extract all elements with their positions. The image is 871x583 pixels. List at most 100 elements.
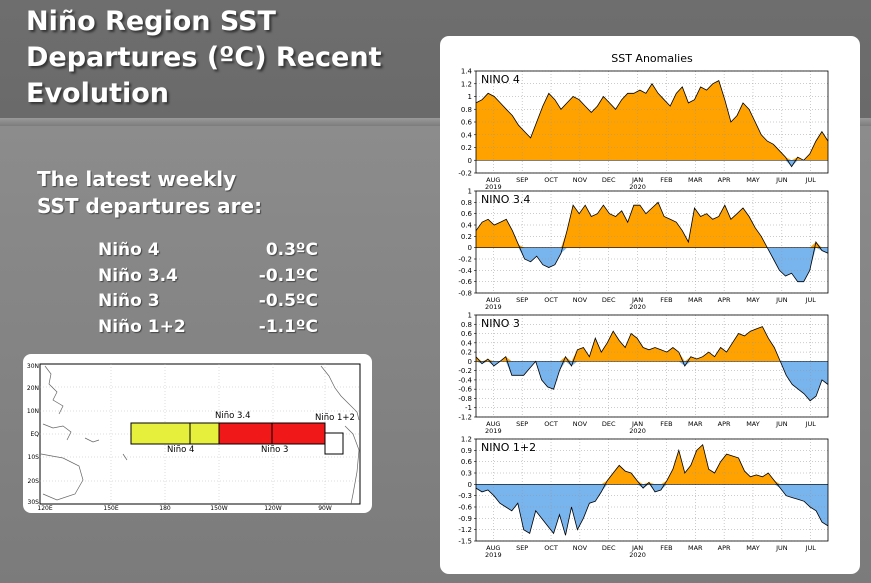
- x-year-label: 2020: [629, 303, 646, 311]
- x-tick-label: JAN: [631, 296, 643, 304]
- panel-frame: [475, 438, 829, 542]
- region-value: 0.3ºC: [265, 240, 318, 260]
- y-tick-label: 1: [468, 93, 472, 101]
- y-tick-label: 1.4: [461, 68, 473, 76]
- value-row-nino3: Niño 3 -0.5ºC: [98, 291, 318, 317]
- x-tick-label: FEB: [660, 420, 672, 428]
- y-tick-label: -0.6: [458, 386, 472, 394]
- panel-nino-3-4: 1 0.8 0.6 0.4 0.2 0 -0.2 -0.4 -0.6 -0.8 NINO 3.4 AU…: [458, 188, 829, 311]
- y-tick-label: -0.2: [458, 256, 472, 264]
- y-tick-label: -0.4: [458, 376, 472, 384]
- map-label-nino34: Niño 3.4: [215, 411, 251, 421]
- region-value: -0.5ºC: [258, 291, 318, 311]
- y-tick-label: 0.9: [461, 447, 472, 455]
- y-tick-label: -0.9: [458, 515, 472, 523]
- map-lat-labels: 30N 20N 10N EQ 10S 20S 30S: [27, 363, 39, 506]
- y-tick-label: -0.2: [458, 367, 472, 375]
- negative-area: [476, 361, 828, 401]
- map-label-nino4: Niño 4: [167, 445, 194, 455]
- panel-nino-1-2: 1.2 0.9 0.6 0.3 0 -0.3 -0.6 -0.9 -1.2 -1.5 NINO 1+…: [458, 436, 829, 559]
- series-line: [475, 80, 829, 168]
- x-year-label: 2019: [485, 183, 502, 191]
- y-tick-label: -1: [465, 404, 472, 412]
- y-tick-label: 1: [468, 188, 472, 196]
- panel-name: NINO 3: [481, 317, 520, 330]
- y-tick-label: -0.8: [458, 290, 472, 298]
- x-tick-label: JUN: [775, 544, 788, 552]
- region-value: -0.1ºC: [258, 265, 318, 286]
- y-tick-label: 0.8: [461, 106, 472, 114]
- y-tick-label: 0.6: [461, 458, 473, 466]
- nino-region-map: Niño 3.4 Niño 4 Niño 3 Niño 1+2 30N 20N …: [23, 354, 372, 513]
- y-tick-label: 0.6: [461, 119, 473, 127]
- x-tick-label: NOV: [573, 176, 588, 184]
- x-tick-label: MAY: [746, 296, 760, 304]
- positive-area: [476, 326, 828, 362]
- y-tick-label: -0.2: [458, 170, 472, 178]
- x-tick-label: JUN: [775, 176, 788, 184]
- x-tick-label: OCT: [544, 176, 558, 184]
- y-tick-label: 0.8: [461, 321, 472, 329]
- negative-area: [476, 160, 828, 167]
- positive-area: [476, 444, 828, 485]
- x-year-label: 2020: [629, 551, 646, 559]
- y-tick-label: 0.2: [461, 349, 472, 357]
- x-tick-label: JAN: [631, 544, 643, 552]
- region-name: Niño 4: [98, 240, 160, 260]
- x-tick-label: DEC: [602, 296, 616, 304]
- lon-label: 120W: [264, 505, 281, 512]
- y-tick-label: -0.4: [458, 267, 472, 275]
- lon-label: 90W: [318, 505, 332, 512]
- x-tick-label: OCT: [544, 544, 558, 552]
- x-year-label: 2019: [485, 551, 502, 559]
- region-name: Niño 3.4: [98, 265, 178, 286]
- title-line: Evolution: [26, 78, 170, 109]
- lat-label: 30S: [28, 499, 40, 506]
- map-label-nino12: Niño 1+2: [315, 413, 355, 423]
- title-line: Departures (ºC) Recent: [26, 42, 382, 73]
- y-tick-label: 0.3: [461, 470, 472, 478]
- title-band: [0, 118, 871, 126]
- lat-label: 20S: [28, 478, 40, 485]
- series-line: [475, 326, 829, 402]
- x-tick-label: JUL: [805, 420, 817, 428]
- negative-area: [476, 247, 828, 282]
- y-tick-label: 0.4: [461, 222, 473, 230]
- x-tick-label: FEB: [660, 544, 672, 552]
- x-tick-label: JAN: [631, 176, 643, 184]
- y-tick-label: 1.2: [461, 80, 472, 88]
- lon-label: 180: [159, 505, 171, 512]
- positive-area: [476, 202, 828, 248]
- y-tick-label: 0: [468, 481, 472, 489]
- chart-title: SST Anomalies: [611, 52, 693, 65]
- intro-line: SST departures are:: [37, 194, 263, 218]
- lon-label: 150E: [103, 505, 118, 512]
- x-tick-label: MAR: [688, 176, 703, 184]
- y-tick-label: 1: [468, 312, 472, 320]
- x-tick-label: NOV: [573, 296, 588, 304]
- x-tick-label: OCT: [544, 420, 558, 428]
- y-tick-label: -1.2: [458, 526, 472, 534]
- x-tick-label: SEP: [516, 296, 528, 304]
- value-row-nino34: Niño 3.4 -0.1ºC: [98, 266, 318, 292]
- x-tick-label: MAR: [688, 296, 703, 304]
- y-tick-label: -1.2: [458, 414, 472, 422]
- y-tick-label: 0.6: [461, 210, 473, 218]
- x-tick-label: MAY: [746, 420, 760, 428]
- value-row-nino12: Niño 1+2 -1.1ºC: [98, 317, 318, 343]
- x-year-label: 2020: [629, 183, 646, 191]
- panel-frame: [475, 190, 829, 294]
- y-tick-label: 0.4: [461, 339, 473, 347]
- panel-nino-4: 1.4 1.2 1 0.8 0.6 0.4 0.2 0 -0.2 NINO 4 AUG SEP OCT N…: [458, 68, 829, 191]
- lon-label: 120E: [37, 505, 52, 512]
- y-tick-label: -1.5: [458, 538, 472, 546]
- nino34-box: [189, 422, 273, 445]
- x-tick-label: MAR: [688, 544, 703, 552]
- coastlines: [40, 365, 360, 505]
- y-tick-label: 0: [468, 244, 472, 252]
- x-tick-label: DEC: [602, 420, 616, 428]
- map-svg: Niño 3.4 Niño 4 Niño 3 Niño 1+2 30N 20N …: [27, 363, 361, 512]
- x-tick-label: SEP: [516, 420, 528, 428]
- x-tick-label: DEC: [602, 544, 616, 552]
- x-tick-label: APR: [718, 296, 731, 304]
